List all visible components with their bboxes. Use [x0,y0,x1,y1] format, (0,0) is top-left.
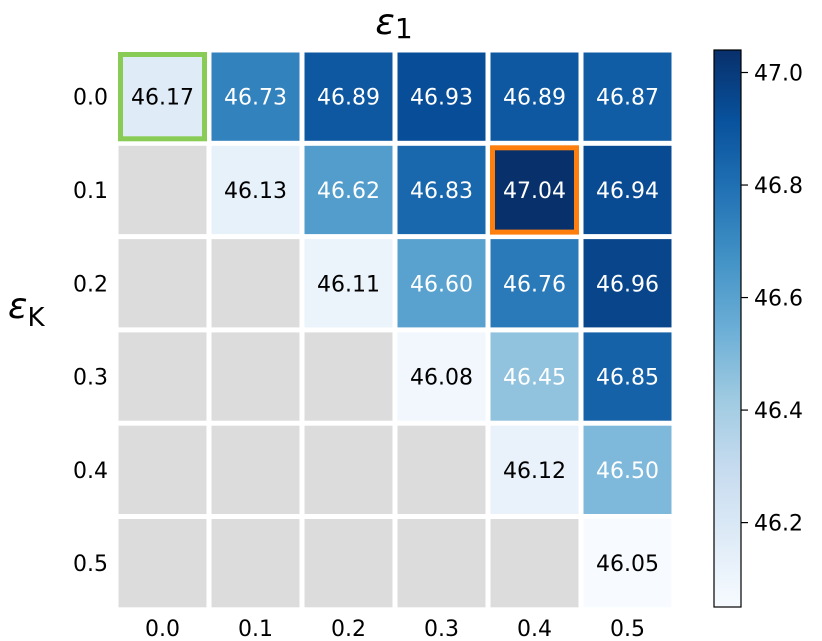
cell-value-label: 46.93 [410,86,473,111]
cell-value-label: 46.08 [410,366,473,391]
cell-value-label: 46.96 [596,272,659,297]
x-tick-label: 0.3 [424,617,459,641]
highlight-box [118,52,207,142]
x-tick-label: 0.2 [331,617,366,641]
heatmap-cell [304,145,393,235]
highlight-box [490,145,579,235]
heatmap-cell [304,52,393,141]
heatmap-cell [490,425,579,514]
cell-value-label: 46.05 [596,552,659,577]
heatmap-cell-empty [304,519,393,608]
heatmap-cell [397,332,486,421]
cell-value-label: 46.73 [224,86,287,111]
colorbar-tick-label: 46.6 [754,287,803,312]
heatmap-cell [490,52,579,141]
heatmap-cell [490,239,579,328]
x-tick-labels: 0.0 0.1 0.2 0.3 0.4 0.5 [145,617,645,641]
cell-value-label: 46.50 [596,459,659,484]
x-axis-label: ε1 [375,2,412,45]
heatmap-cell-empty [397,519,486,608]
cell-value-label: 46.13 [224,179,287,204]
cell-value-label: 46.45 [503,366,566,391]
heatmap-cell-empty [211,332,300,421]
cell-value-label: 46.76 [503,272,566,297]
colorbar [713,49,742,608]
heatmap-cell [583,145,672,235]
heatmap-cell-empty [118,425,207,514]
heatmap-cell [583,52,672,141]
cell-value-label: 46.62 [317,179,380,204]
heatmap-cell [583,239,672,328]
heatmap-cell-empty [118,239,207,328]
heatmap-cell [397,239,486,328]
heatmap-cell [490,332,579,421]
heatmap-cell-empty [118,519,207,608]
y-tick-label: 0.1 [73,179,108,204]
y-tick-label: 0.3 [73,366,108,391]
heatmap-cell-empty [397,425,486,514]
heatmap-cell-empty [490,519,579,608]
x-tick-label: 0.1 [238,617,273,641]
colorbar-tick-label: 46.4 [754,399,803,424]
heatmap-cell-empty [118,332,207,421]
cell-value-label: 46.94 [596,179,659,204]
heatmap-cell-empty [211,239,300,328]
y-tick-label: 0.5 [73,552,108,577]
y-tick-label: 0.0 [73,86,108,111]
cell-value-label: 46.17 [131,86,194,111]
heatmap-cell [397,145,486,235]
colorbar-tick-label: 47.0 [754,62,803,87]
cell-value-label: 46.89 [317,86,380,111]
y-tick-labels: 0.0 0.1 0.2 0.3 0.4 0.5 [73,86,108,578]
cell-value-label: 46.89 [503,86,566,111]
cell-value-label: 46.85 [596,366,659,391]
cell-value-label: 47.04 [503,179,566,204]
y-axis-label: εK [8,286,45,333]
heatmap-cell-empty [211,519,300,608]
heatmap-cell [304,239,393,328]
heatmap-cell [583,519,672,608]
colorbar-tick-label: 46.2 [754,512,803,537]
heatmap-cell [211,145,300,235]
heatmap-cell [583,332,672,421]
heatmap-cell [397,52,486,141]
heatmap-cell-empty [304,332,393,421]
x-tick-label: 0.5 [610,617,645,641]
heatmap-cell-empty [118,145,207,235]
cell-value-label: 46.11 [317,272,380,297]
y-tick-label: 0.4 [73,459,108,484]
heatmap-cell [583,425,672,514]
cell-value-label: 46.83 [410,179,473,204]
highlight-boxes [118,52,579,235]
cell-value-label: 46.12 [503,459,566,484]
colorbar-ticks: 46.2 46.4 46.6 46.8 47.0 [741,62,803,537]
y-tick-label: 0.2 [73,272,108,297]
x-tick-label: 0.4 [517,617,552,641]
heatmap-cell [118,52,207,141]
heatmap-cell [211,52,300,141]
heatmap-cells: 46.17 46.73 46.89 46.93 46.89 46.87 46.13 46.62… [118,52,672,608]
heatmap-cell-empty [211,425,300,514]
heatmap-cell [490,145,579,235]
colorbar-tick-label: 46.8 [754,174,803,199]
heatmap-cell-empty [304,425,393,514]
cell-value-label: 46.87 [596,86,659,111]
cell-value-label: 46.60 [410,272,473,297]
x-tick-label: 0.0 [145,617,180,641]
